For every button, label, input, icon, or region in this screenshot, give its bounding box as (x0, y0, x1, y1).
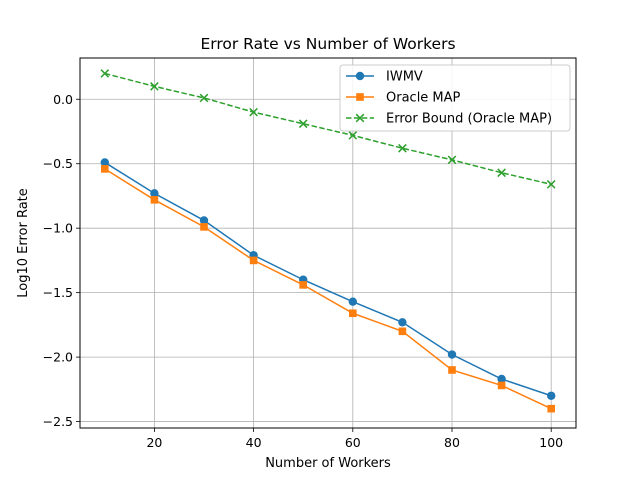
series-line (104, 72, 552, 186)
legend-label: IWMV (386, 70, 423, 85)
legend-item: IWMV (346, 70, 423, 85)
data-point (356, 93, 364, 101)
data-point (150, 196, 159, 204)
data-point (100, 69, 110, 78)
data-point (199, 216, 209, 225)
data-point (355, 113, 365, 123)
series-line (104, 168, 552, 410)
data-point (546, 180, 556, 189)
data-point (349, 309, 357, 318)
x-tick-label: 80 (444, 435, 460, 450)
y-tick-label: −2.0 (43, 350, 73, 365)
data-point (547, 391, 556, 400)
x-axis-title: Number of Workers (265, 456, 391, 471)
x-tick-label: 20 (146, 435, 162, 450)
data-point (150, 189, 159, 198)
x-tick-label: 40 (246, 435, 262, 450)
series-error-bound-oracle-map (100, 69, 556, 189)
data-point (200, 223, 208, 231)
y-tick-label: −2.5 (43, 414, 73, 429)
y-tick-label: −1.0 (43, 221, 73, 236)
data-point (398, 143, 407, 153)
data-point (497, 374, 506, 384)
data-point (150, 82, 159, 91)
ticks: 20 40 60 80 100 0.0 −0.5 −1.0 −1.5 −2.0 −2.5 (43, 92, 564, 450)
data-point (497, 381, 506, 390)
legend: IWMV Oracle MAP Error Bound (Oracle MAP) (339, 64, 571, 132)
data-point (448, 366, 456, 374)
data-point (101, 165, 109, 173)
plot-frame (79, 57, 577, 429)
data-point (299, 281, 307, 289)
data-point (249, 107, 258, 117)
x-tick-label: 60 (345, 435, 361, 450)
legend-box (339, 64, 571, 132)
y-axis-title: Log10 Error Rate (16, 188, 31, 298)
data-point (398, 327, 407, 336)
data-point (355, 71, 365, 81)
series-layer (100, 69, 556, 413)
data-point (348, 131, 358, 140)
data-point (199, 93, 209, 103)
data-point (547, 404, 555, 413)
data-point (249, 256, 258, 265)
data-point (100, 158, 110, 167)
data-point (447, 350, 457, 359)
legend-label: Oracle MAP (386, 91, 461, 106)
series-line (104, 161, 552, 397)
y-tick-label: −1.5 (43, 285, 73, 300)
chart-title: Error Rate vs Number of Workers (200, 35, 455, 53)
legend-item: Oracle MAP (346, 91, 461, 106)
data-point (348, 297, 357, 306)
data-point (447, 155, 457, 165)
x-tick-label: 100 (539, 435, 563, 450)
data-point (497, 168, 506, 178)
legend-label: Error Bound (Oracle MAP) (386, 112, 552, 127)
y-tick-label: −0.5 (43, 156, 73, 171)
series-oracle-map (101, 165, 555, 413)
legend-item: Error Bound (Oracle MAP) (346, 112, 552, 127)
y-tick-label: 0.0 (53, 92, 73, 107)
data-point (298, 119, 308, 129)
data-point (398, 318, 407, 327)
